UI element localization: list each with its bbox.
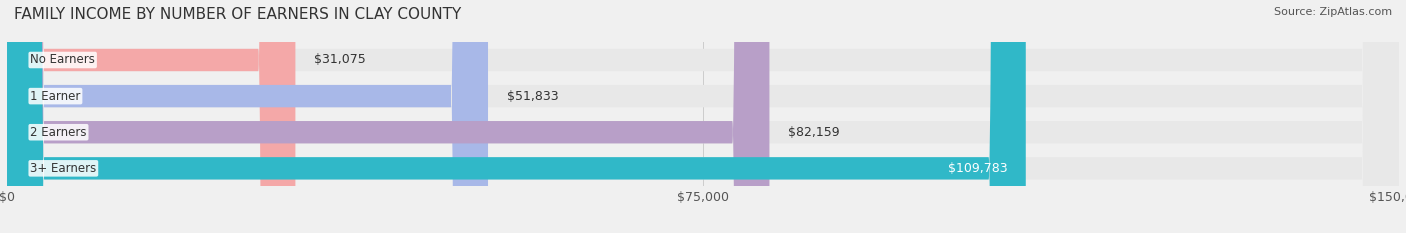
FancyBboxPatch shape [7, 0, 1399, 233]
Text: $82,159: $82,159 [787, 126, 839, 139]
FancyBboxPatch shape [7, 0, 1399, 233]
FancyBboxPatch shape [7, 0, 488, 233]
Text: Source: ZipAtlas.com: Source: ZipAtlas.com [1274, 7, 1392, 17]
FancyBboxPatch shape [7, 0, 295, 233]
FancyBboxPatch shape [7, 0, 1399, 233]
Text: $109,783: $109,783 [948, 162, 1007, 175]
FancyBboxPatch shape [7, 0, 1026, 233]
Text: $51,833: $51,833 [506, 90, 558, 103]
Text: 3+ Earners: 3+ Earners [31, 162, 97, 175]
Text: FAMILY INCOME BY NUMBER OF EARNERS IN CLAY COUNTY: FAMILY INCOME BY NUMBER OF EARNERS IN CL… [14, 7, 461, 22]
Text: 1 Earner: 1 Earner [31, 90, 80, 103]
Text: No Earners: No Earners [31, 54, 96, 66]
FancyBboxPatch shape [7, 0, 1399, 233]
FancyBboxPatch shape [7, 0, 769, 233]
Text: 2 Earners: 2 Earners [31, 126, 87, 139]
Text: $31,075: $31,075 [314, 54, 366, 66]
